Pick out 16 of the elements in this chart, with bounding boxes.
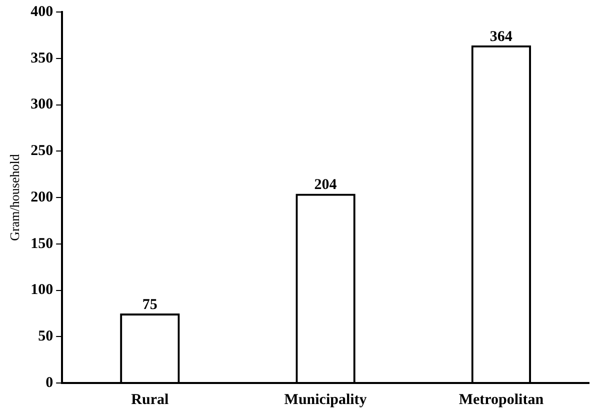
x-tick-label: Municipality <box>284 392 368 408</box>
y-tick-label: 150 <box>30 236 54 252</box>
y-tick-label: 100 <box>30 282 54 298</box>
y-tick-label: 200 <box>30 189 54 206</box>
y-tick-label: 0 <box>46 374 54 391</box>
data-label: 75 <box>142 296 158 313</box>
y-tick-label: 50 <box>38 328 54 344</box>
x-tick-label: Metropolitan <box>458 392 544 408</box>
data-label: 204 <box>314 177 338 194</box>
y-tick-label: 350 <box>30 50 54 66</box>
x-tick-label: Rural <box>131 392 169 408</box>
data-label: 364 <box>490 28 513 45</box>
y-tick-label: 250 <box>30 143 54 159</box>
y-tick-label: 400 <box>30 4 54 20</box>
y-tick-label: 300 <box>30 96 54 113</box>
y-axis-title: Gram/household <box>7 154 22 241</box>
